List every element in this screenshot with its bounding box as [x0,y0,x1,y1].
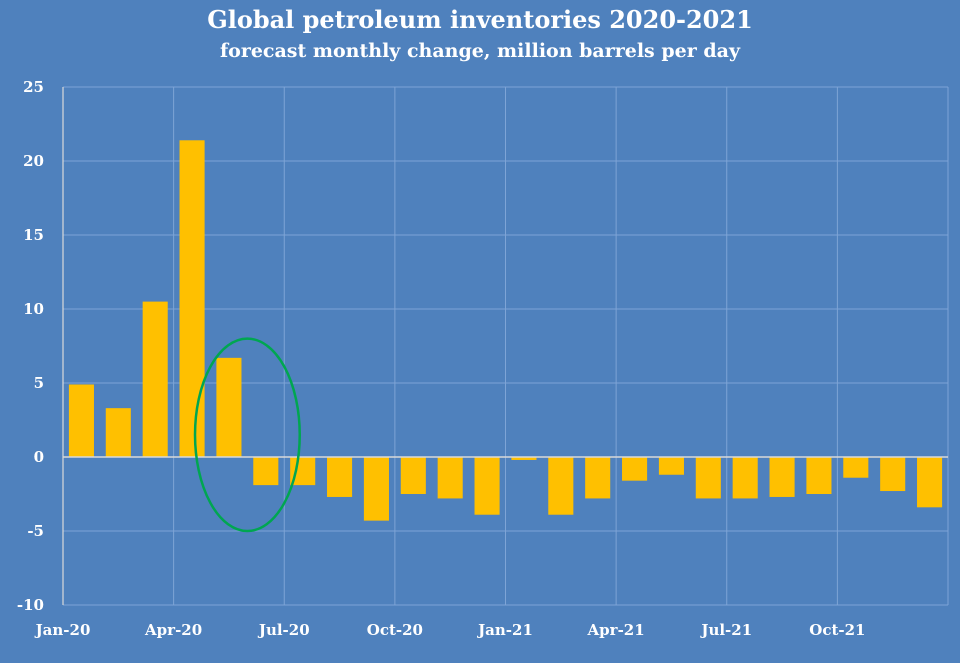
bar-Apr-20 [179,140,205,457]
x-tick-label: Oct-20 [367,621,423,639]
y-tick-label: -10 [17,596,44,614]
bar-Jan-21 [511,457,537,460]
y-tick-label: 10 [23,300,44,318]
bar-May-20 [216,357,242,457]
bar-Mar-20 [142,301,168,457]
bar-Jul-21 [732,457,758,499]
bar-Dec-20 [474,457,500,515]
bar-Sep-21 [806,457,832,494]
x-tick-label: Jul-21 [699,621,752,639]
bar-Jun-20 [253,457,279,486]
tick-labels: 25 20 15 10 5 0 -5 -10 Jan-20 Apr-20 Jul-20 Oct-20 J… [17,78,866,639]
bar-Nov-20 [437,457,463,499]
bar-Nov-21 [880,457,906,492]
bar-Aug-21 [769,457,795,497]
bar-Oct-21 [843,457,869,478]
bar-Jun-21 [695,457,721,499]
y-tick-label: 15 [23,226,44,244]
axes [62,87,948,605]
bar-Mar-21 [585,457,611,499]
x-tick-label: Oct-21 [809,621,865,639]
bars [68,140,943,521]
bar-Aug-20 [327,457,353,497]
x-tick-label: Apr-21 [587,621,645,639]
bar-Dec-21 [917,457,943,508]
x-tick-label: Jan-20 [34,621,91,639]
y-tick-label: 20 [23,152,44,170]
y-tick-label: 25 [23,78,44,96]
chart-title: Global petroleum inventories 2020-2021 [207,5,753,34]
y-tick-label: -5 [27,522,44,540]
bar-Feb-21 [548,457,574,515]
highlight-ellipse [193,337,301,533]
bar-Feb-20 [105,408,131,457]
gridlines [62,86,949,606]
chart-subtitle: forecast monthly change, million barrels… [220,40,741,62]
bar-Oct-20 [400,457,426,494]
bar-Jan-20 [68,384,94,457]
bar-May-21 [658,457,684,475]
x-tick-label: Apr-20 [144,621,202,639]
y-tick-label: 5 [34,374,44,392]
x-tick-label: Jan-21 [476,621,533,639]
x-tick-label: Jul-20 [257,621,310,639]
bar-Sep-20 [363,457,389,521]
bar-Apr-21 [622,457,648,481]
y-tick-label: 0 [34,448,44,466]
